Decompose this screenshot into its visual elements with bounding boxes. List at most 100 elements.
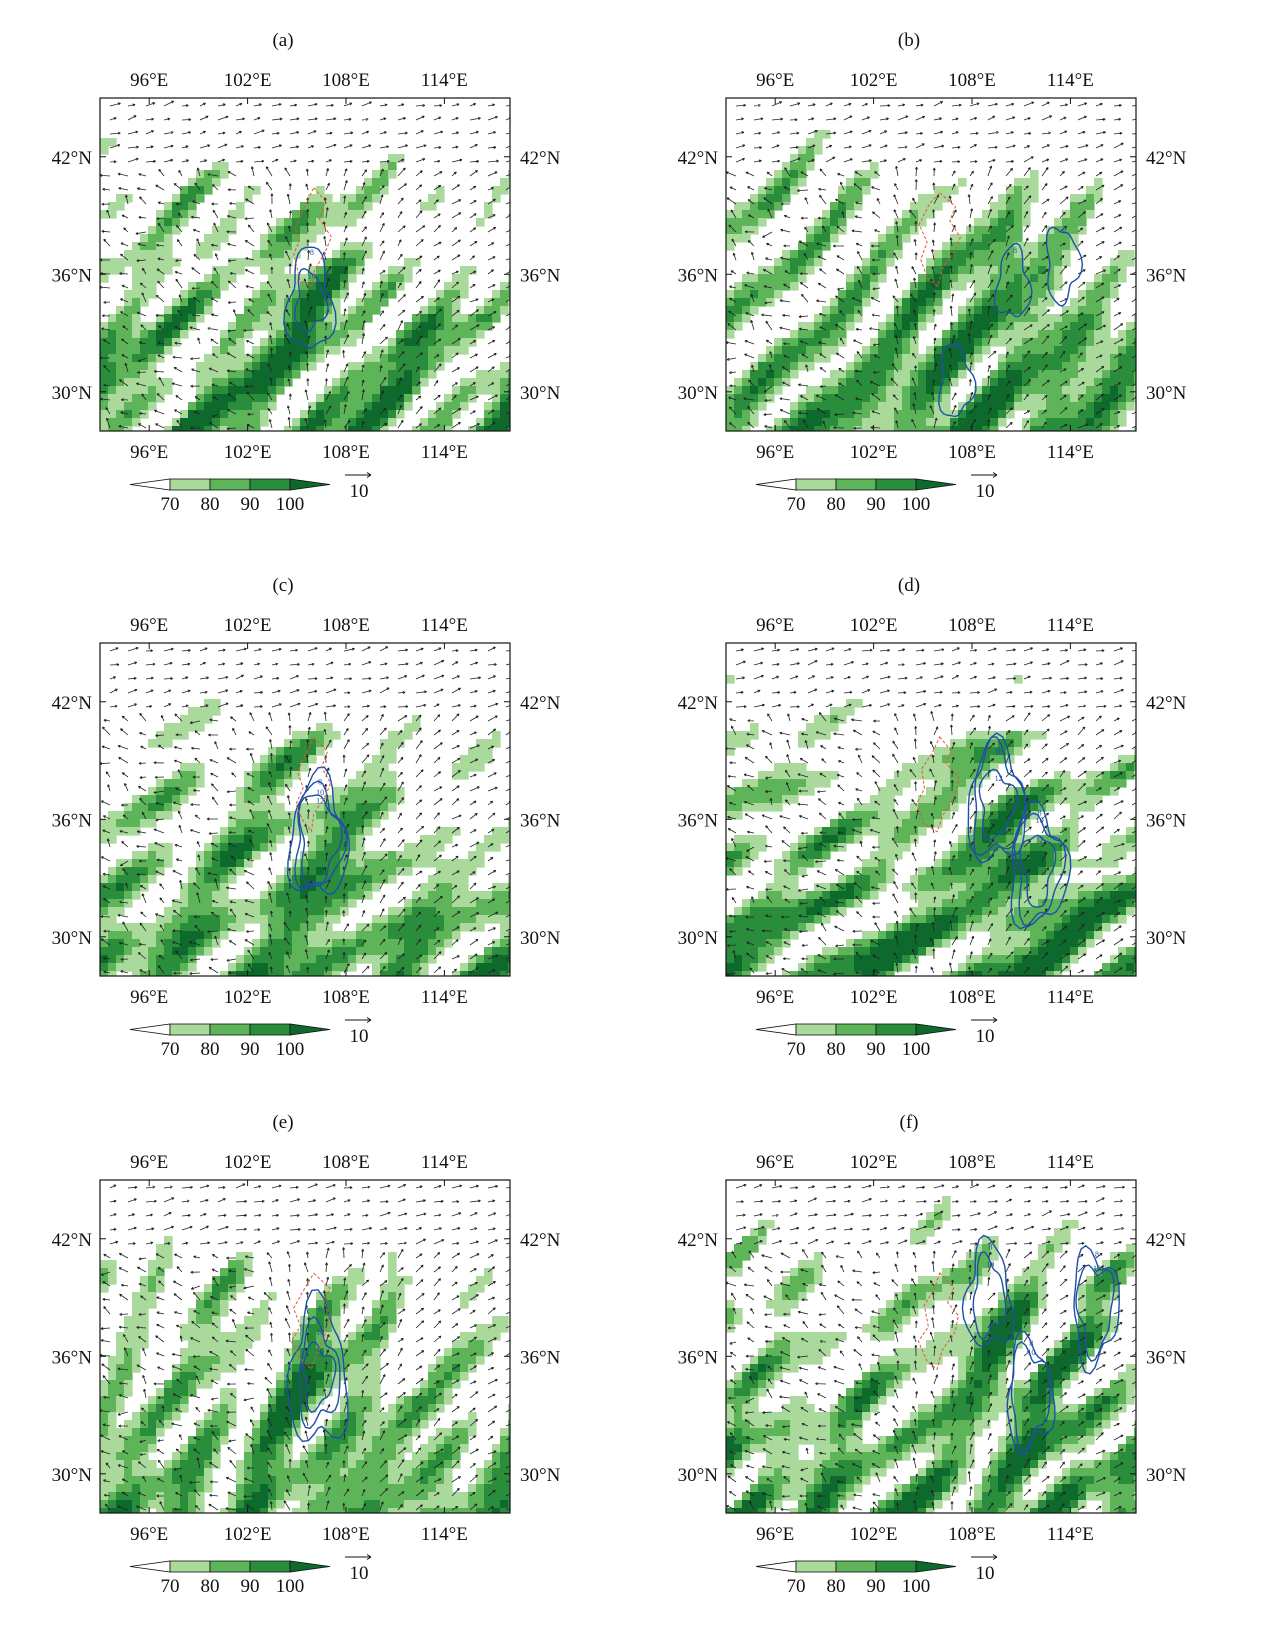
- humidity-cell: [822, 410, 831, 419]
- humidity-cell: [380, 867, 389, 876]
- wind-vector: [415, 268, 422, 275]
- humidity-cell: [364, 763, 373, 772]
- humidity-cell: [260, 955, 269, 964]
- humidity-cell: [204, 394, 213, 403]
- humidity-cell: [364, 250, 373, 259]
- wind-vector: [289, 117, 300, 121]
- humidity-cell: [918, 362, 927, 371]
- humidity-cell: [798, 170, 807, 179]
- wind-vector: [819, 353, 827, 359]
- humidity-cell: [308, 907, 317, 916]
- wind-vector: [841, 211, 845, 219]
- humidity-cell: [1070, 202, 1079, 211]
- humidity-cell: [332, 346, 341, 355]
- humidity-cell: [356, 386, 365, 395]
- humidity-cell: [468, 899, 477, 908]
- humidity-cell: [806, 226, 815, 235]
- wind-vector: [933, 101, 944, 107]
- humidity-cell: [1086, 426, 1095, 431]
- humidity-cell: [100, 827, 109, 836]
- wind-vector: [269, 334, 273, 345]
- humidity-cell: [348, 891, 357, 900]
- humidity-cell: [124, 859, 133, 868]
- humidity-cell: [990, 394, 999, 403]
- humidity-cell: [1110, 378, 1119, 387]
- wind-vector: [235, 145, 244, 149]
- humidity-cell: [902, 378, 911, 387]
- wind-vector: [832, 244, 844, 248]
- humidity-cell: [966, 298, 975, 307]
- wind-vector: [325, 266, 332, 275]
- wind-vector: [325, 647, 332, 652]
- humidity-cell: [750, 194, 759, 203]
- x-tick-label-bottom: 114°E: [421, 442, 468, 463]
- humidity-cell: [228, 226, 237, 235]
- wind-vector: [304, 853, 309, 862]
- humidity-cell: [894, 298, 903, 307]
- wind-vector: [433, 798, 443, 806]
- humidity-cell: [260, 362, 269, 371]
- humidity-cell: [444, 915, 453, 924]
- wind-vector: [343, 266, 348, 275]
- humidity-cell: [862, 178, 871, 187]
- humidity-cell: [1046, 418, 1055, 427]
- humidity-cell: [934, 338, 943, 347]
- humidity-cell: [726, 298, 735, 307]
- humidity-cell: [316, 202, 325, 211]
- humidity-cell: [180, 779, 189, 788]
- humidity-cell: [966, 354, 975, 363]
- humidity-cell: [782, 186, 791, 195]
- wind-vector: [415, 647, 424, 652]
- wind-vector: [819, 312, 827, 317]
- humidity-cell: [420, 891, 429, 900]
- humidity-cell: [974, 346, 983, 355]
- humidity-cell: [356, 370, 365, 379]
- humidity-cell: [292, 330, 301, 339]
- wind-vector: [178, 169, 183, 177]
- humidity-cell: [452, 827, 461, 836]
- humidity-cell: [1078, 370, 1087, 379]
- humidity-cell: [750, 418, 759, 427]
- humidity-cell: [428, 875, 437, 884]
- wind-vector: [289, 648, 298, 652]
- humidity-cell: [148, 226, 157, 235]
- wind-vector: [825, 102, 833, 107]
- wind-vector: [119, 830, 129, 834]
- wind-vector: [433, 870, 441, 876]
- humidity-cell: [1126, 346, 1135, 355]
- wind-vector: [175, 395, 183, 401]
- wind-vector: [1113, 103, 1122, 107]
- humidity-cell: [782, 178, 791, 187]
- wind-vector: [451, 769, 461, 778]
- humidity-cell: [766, 771, 775, 780]
- wind-vector: [229, 202, 237, 206]
- humidity-cell: [220, 274, 229, 283]
- humidity-cell: [348, 426, 357, 431]
- wind-vector: [227, 300, 237, 304]
- wind-vector: [324, 895, 328, 903]
- humidity-cell: [1006, 274, 1015, 283]
- humidity-cell: [734, 378, 743, 387]
- wind-vector: [871, 410, 881, 415]
- wind-vector: [271, 103, 282, 107]
- humidity-cell: [838, 378, 847, 387]
- humidity-cell: [132, 803, 141, 812]
- humidity-cell: [348, 394, 357, 403]
- wind-vector: [487, 198, 496, 205]
- humidity-cell: [260, 899, 269, 908]
- wind-vector: [253, 129, 265, 135]
- humidity-cell: [894, 234, 903, 243]
- humidity-cell: [172, 787, 181, 796]
- humidity-cell: [476, 739, 485, 748]
- humidity-cell: [212, 418, 221, 427]
- humidity-cell: [476, 314, 485, 323]
- wind-vector: [324, 839, 328, 848]
- humidity-cell: [316, 298, 325, 307]
- humidity-cell: [918, 274, 927, 283]
- humidity-cell: [974, 218, 983, 227]
- humidity-cell: [364, 859, 373, 868]
- wind-vector: [487, 226, 497, 233]
- humidity-cell: [1030, 274, 1039, 283]
- x-tick-label-bottom: 102°E: [224, 442, 272, 463]
- humidity-cell: [1086, 290, 1095, 299]
